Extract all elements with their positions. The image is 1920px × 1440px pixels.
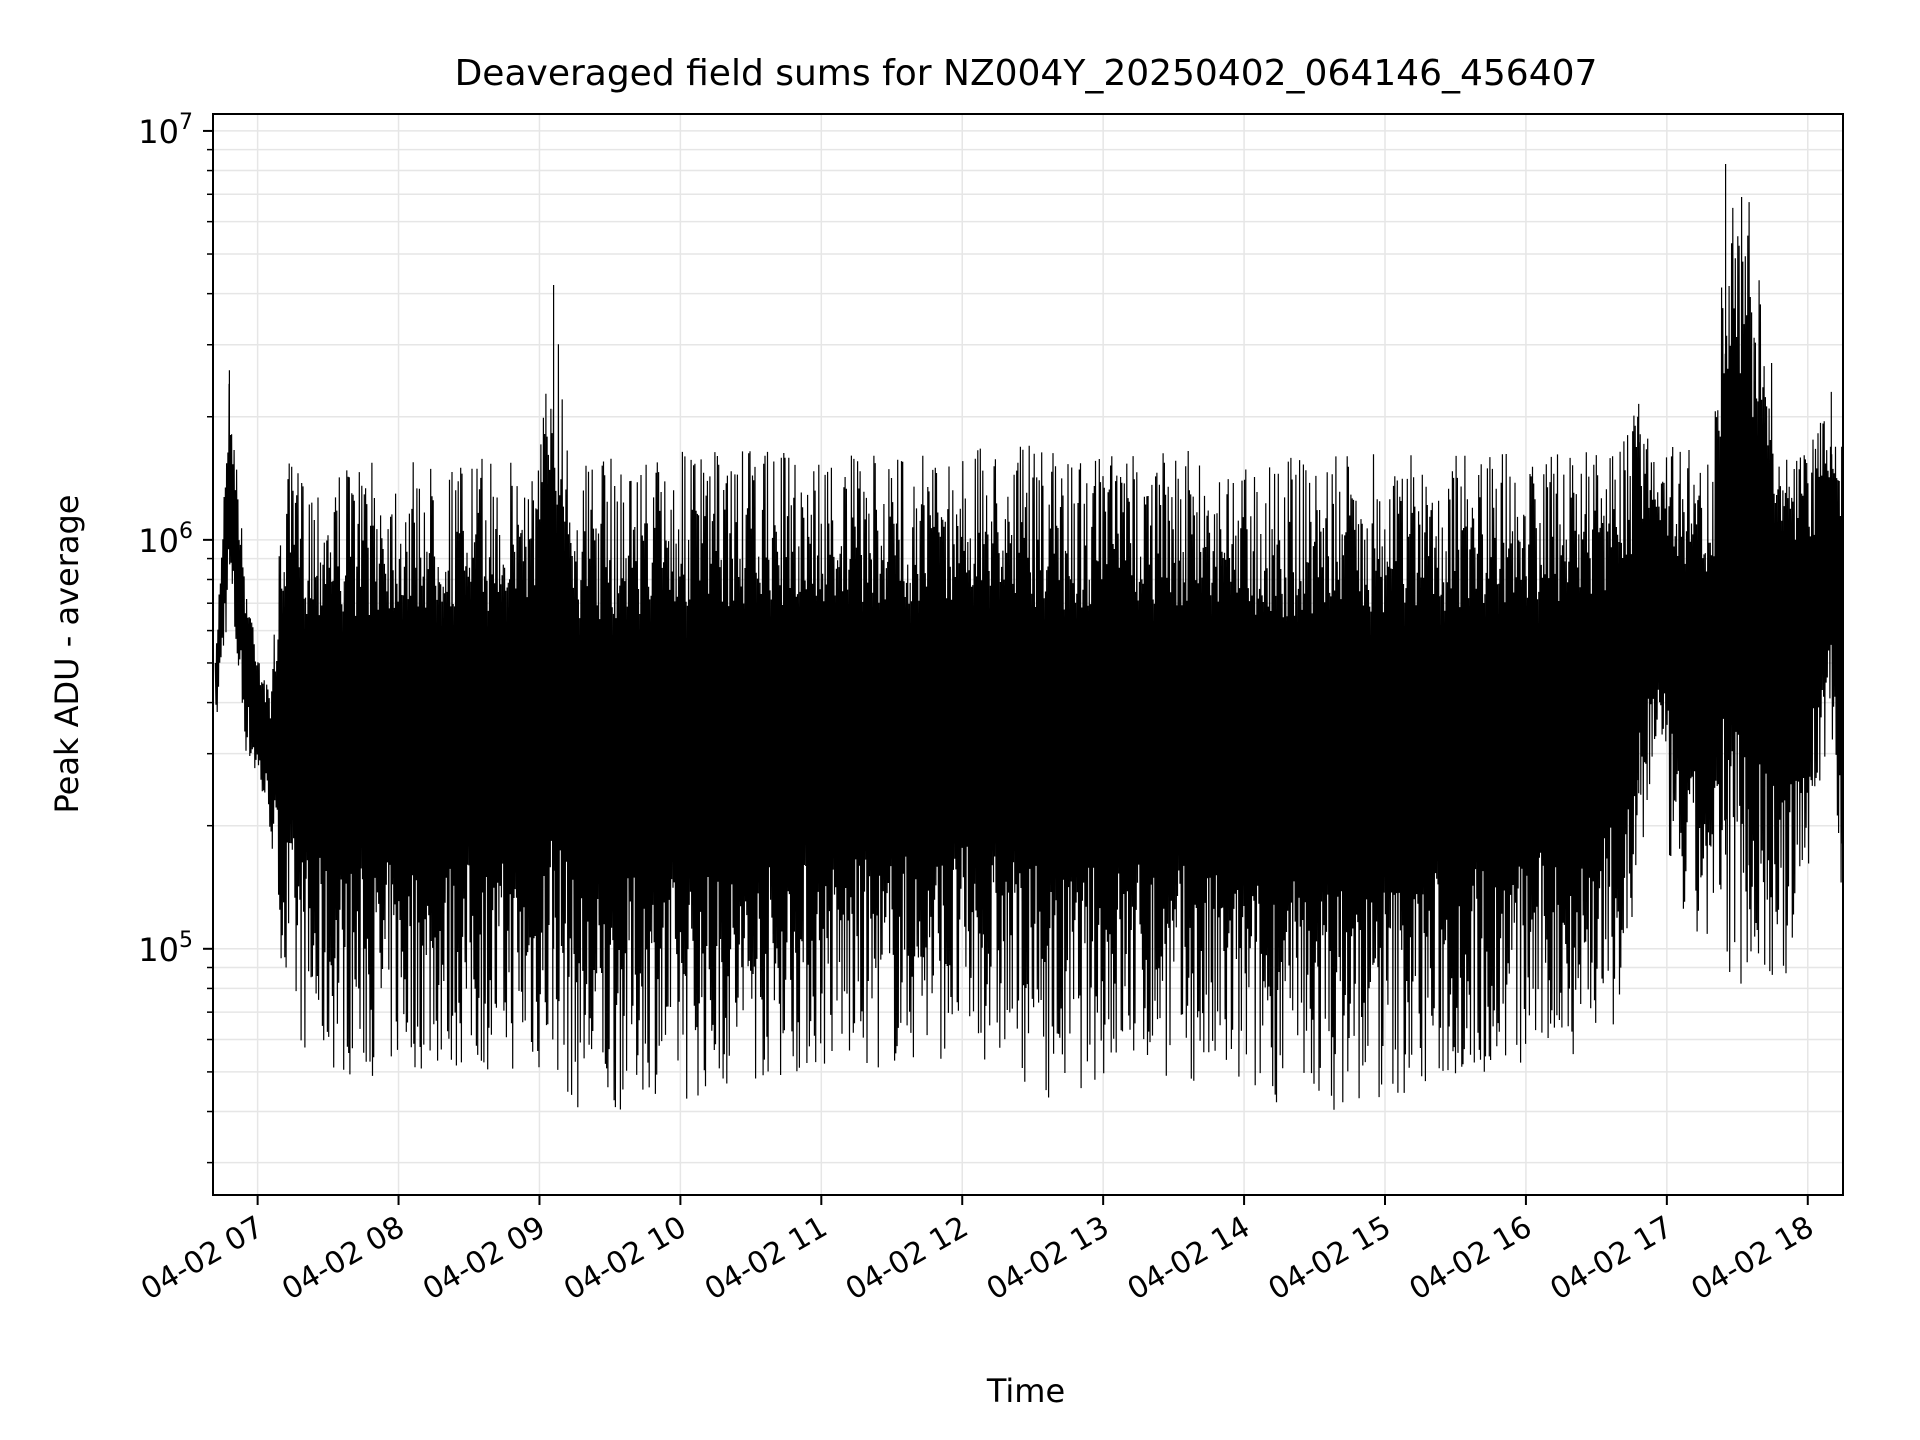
x-tick-label: 04-02 14 bbox=[1122, 1210, 1256, 1308]
y-axis-label: Peak ADU - average bbox=[48, 495, 86, 814]
y-tick-label: 107 bbox=[138, 110, 193, 151]
x-tick-label: 04-02 11 bbox=[699, 1210, 833, 1308]
y-axis: 105 106 107 bbox=[138, 110, 213, 1164]
x-tick-label: 04-02 15 bbox=[1263, 1210, 1397, 1308]
x-tick-label: 04-02 08 bbox=[276, 1210, 410, 1308]
x-tick-label: 04-02 10 bbox=[558, 1210, 692, 1308]
x-tick-label: 04-02 09 bbox=[417, 1210, 551, 1308]
data-series bbox=[214, 164, 1844, 1110]
x-tick-label: 04-02 16 bbox=[1404, 1210, 1538, 1308]
series-line bbox=[214, 164, 1844, 1110]
plot-frame bbox=[212, 113, 1844, 1196]
y-tick-label: 105 bbox=[138, 928, 193, 969]
y-tick-label: 106 bbox=[138, 519, 193, 560]
x-axis-label: Time bbox=[986, 1372, 1065, 1410]
x-tick-label: 04-02 07 bbox=[135, 1210, 269, 1308]
x-tick-label: 04-02 13 bbox=[981, 1210, 1115, 1308]
x-axis: 04-02 07 04-02 08 04-02 09 04-02 10 04-02 11… bbox=[135, 1195, 1820, 1308]
x-tick-label: 04-02 12 bbox=[840, 1210, 974, 1308]
x-tick-label: 04-02 17 bbox=[1545, 1210, 1679, 1308]
chart-title: Deaveraged field sums for NZ004Y_2025040… bbox=[455, 53, 1598, 94]
x-tick-label: 04-02 18 bbox=[1685, 1210, 1819, 1308]
